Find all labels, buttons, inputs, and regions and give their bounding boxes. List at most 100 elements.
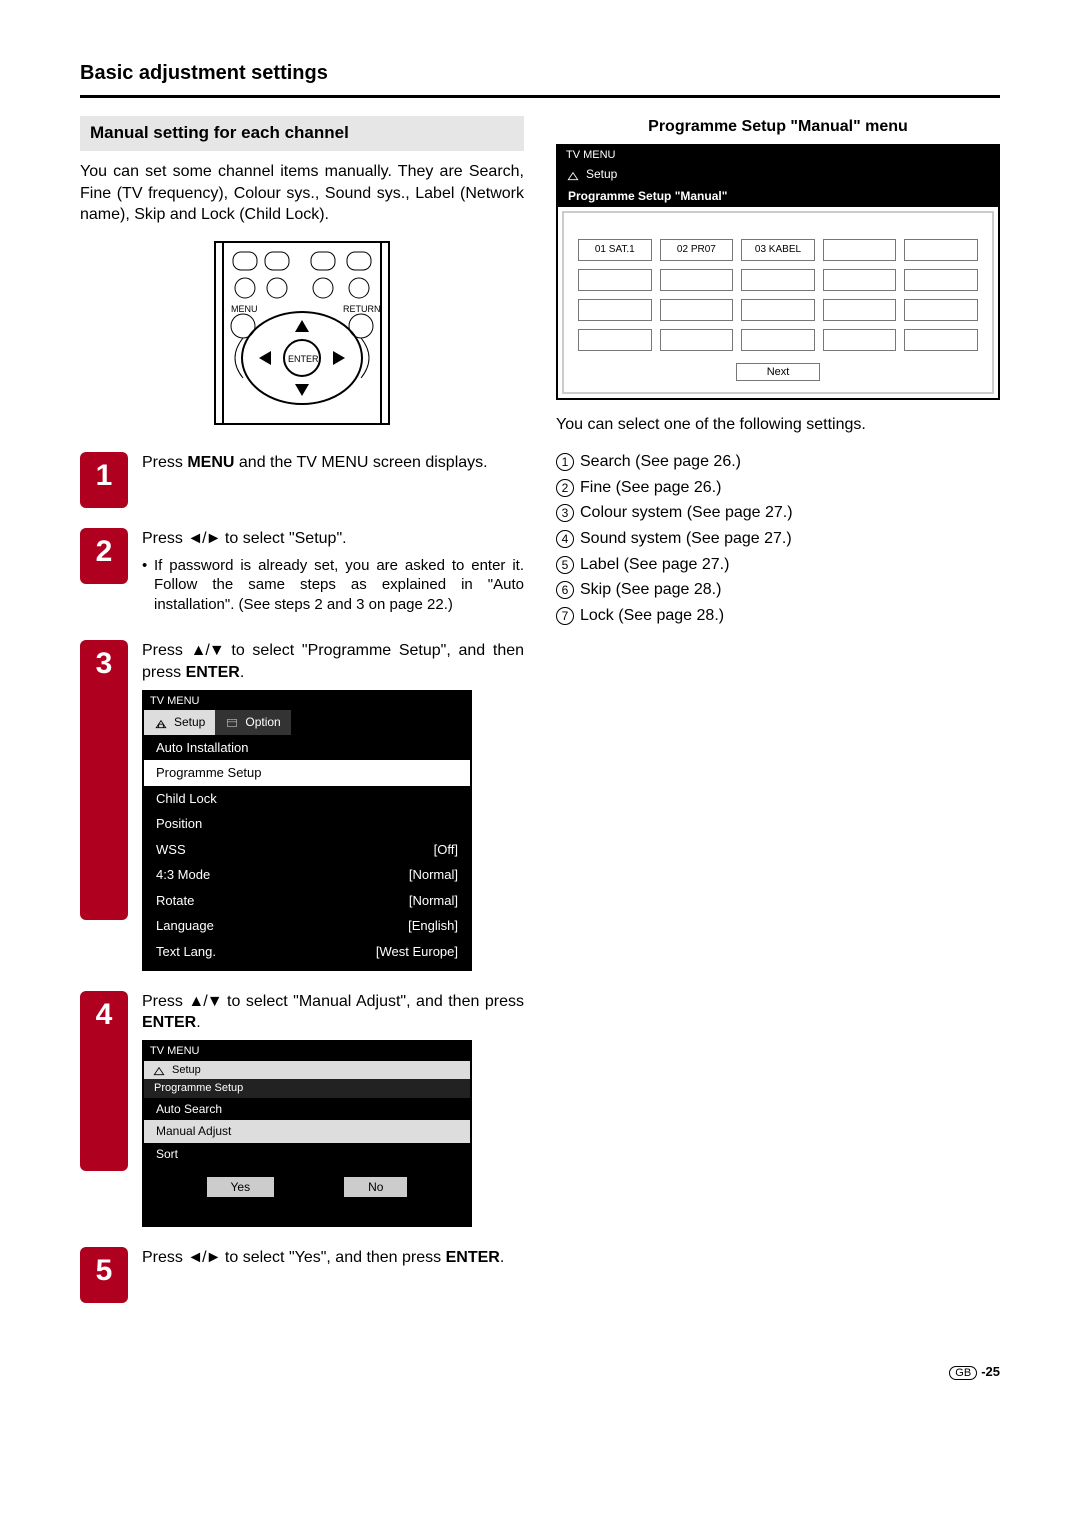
sub-heading: Manual setting for each channel <box>80 116 524 151</box>
channel-cell[interactable] <box>904 299 978 321</box>
yes-button[interactable]: Yes <box>207 1177 275 1197</box>
channel-cell[interactable] <box>578 299 652 321</box>
menu-row-value: [English] <box>408 917 458 935</box>
channel-cell[interactable]: 03 KABEL <box>741 239 815 261</box>
no-button[interactable]: No <box>344 1177 407 1197</box>
list-label: Search (See page 26.) <box>580 453 741 470</box>
menu-row[interactable]: WSS[Off] <box>144 837 470 863</box>
channel-cell[interactable] <box>660 269 734 291</box>
menu-row-value: [Off] <box>434 841 458 859</box>
menu-row-label: Rotate <box>156 892 194 910</box>
menu-row-label: Text Lang. <box>156 943 216 961</box>
menu-row[interactable]: 4:3 Mode[Normal] <box>144 862 470 888</box>
menu-row[interactable]: Auto Installation <box>144 735 470 761</box>
list-number: 2 <box>556 479 574 497</box>
step-5: 5 Press ◄/► to select "Yes", and then pr… <box>80 1247 524 1303</box>
channel-cell[interactable] <box>823 239 897 261</box>
menu-option[interactable]: Auto Search <box>144 1098 470 1120</box>
return-label: RETURN <box>343 304 381 314</box>
channel-cell[interactable] <box>741 269 815 291</box>
list-number: 4 <box>556 530 574 548</box>
tab-label: Option <box>245 714 280 730</box>
step-badge: 2 <box>80 528 128 584</box>
settings-item: 1 Search (See page 26.) <box>556 451 1000 473</box>
menu-row-label: Child Lock <box>156 790 217 808</box>
list-number: 3 <box>556 504 574 522</box>
step-badge: 4 <box>80 991 128 1171</box>
menu-row-value: [Normal] <box>409 892 458 910</box>
channel-cell[interactable] <box>578 329 652 351</box>
step-badge: 3 <box>80 640 128 920</box>
channel-cell[interactable] <box>741 299 815 321</box>
list-label: Label (See page 27.) <box>580 556 729 573</box>
page-footer: GB -25 <box>80 1363 1000 1381</box>
step-text: Press MENU and the TV MENU screen displa… <box>142 452 524 474</box>
list-number: 5 <box>556 556 574 574</box>
menu-header: TV MENU <box>144 1042 470 1061</box>
menu-row[interactable]: Child Lock <box>144 786 470 812</box>
channel-cell[interactable] <box>660 329 734 351</box>
menu-sub: Programme Setup "Manual" <box>558 185 998 207</box>
channel-cell[interactable] <box>904 239 978 261</box>
channel-cell[interactable] <box>823 329 897 351</box>
menu-header: TV MENU <box>558 146 998 165</box>
remote-illustration: MENU RETURN ENTER <box>80 238 524 435</box>
step-1: 1 Press MENU and the TV MENU screen disp… <box>80 452 524 508</box>
step-bullet: If password is already set, you are aske… <box>142 556 524 615</box>
channel-cell[interactable] <box>823 299 897 321</box>
tv-menu-setup: TV MENU Setup Option Auto InstallationPr… <box>142 690 472 971</box>
intro-text: You can set some channel items manually.… <box>80 161 524 226</box>
list-label: Skip (See page 28.) <box>580 581 721 598</box>
channel-cell[interactable]: 02 PR07 <box>660 239 734 261</box>
tv-menu-manual: TV MENU Setup Programme Setup "Manual" 0… <box>556 144 1000 400</box>
menu-row[interactable]: Text Lang. [West Europe] <box>144 939 470 965</box>
gb-badge: GB <box>949 1366 977 1380</box>
menu-row[interactable]: Language[English] <box>144 913 470 939</box>
right-heading: Programme Setup "Manual" menu <box>556 116 1000 138</box>
step-badge: 1 <box>80 452 128 508</box>
step-text: Press ◄/► to select "Setup". <box>142 528 524 550</box>
tab-label: Setup <box>586 166 617 182</box>
step-4: 4 Press ▲/▼ to select "Manual Adjust", a… <box>80 991 524 1227</box>
list-number: 1 <box>556 453 574 471</box>
menu-row[interactable]: Programme Setup <box>144 760 470 786</box>
next-button[interactable]: Next <box>736 363 821 381</box>
tab-option[interactable]: Option <box>215 710 290 734</box>
list-label: Fine (See page 26.) <box>580 479 721 496</box>
menu-row[interactable]: Position <box>144 811 470 837</box>
tv-menu-programme-setup: TV MENU Setup Programme Setup Auto Searc… <box>142 1040 472 1227</box>
list-number: 6 <box>556 581 574 599</box>
list-label: Sound system (See page 27.) <box>580 530 792 547</box>
settings-item: 5 Label (See page 27.) <box>556 554 1000 576</box>
menu-row-label: Programme Setup <box>156 764 262 782</box>
tab-setup[interactable]: Setup <box>144 710 215 734</box>
menu-row-label: Auto Installation <box>156 739 249 757</box>
menu-option[interactable]: Manual Adjust <box>144 1120 470 1142</box>
step-text: Press ◄/► to select "Yes", and then pres… <box>142 1247 524 1269</box>
page-number: -25 <box>981 1364 1000 1379</box>
menu-row[interactable]: Rotate [Normal] <box>144 888 470 914</box>
settings-list: 1 Search (See page 26.) 2 Fine (See page 26… <box>556 451 1000 626</box>
channel-cell[interactable] <box>904 269 978 291</box>
menu-sub: Programme Setup <box>144 1079 470 1098</box>
right-after: You can select one of the following sett… <box>556 414 1000 436</box>
channel-cell[interactable]: 01 SAT.1 <box>578 239 652 261</box>
menu-row-value: [West Europe] <box>376 943 458 961</box>
tab-label: Setup <box>172 1063 201 1078</box>
channel-cell[interactable] <box>904 329 978 351</box>
step-2: 2 Press ◄/► to select "Setup". If passwo… <box>80 528 524 620</box>
channel-cell[interactable] <box>823 269 897 291</box>
tab-label: Setup <box>174 714 205 730</box>
channel-cell[interactable] <box>578 269 652 291</box>
divider <box>80 95 1000 98</box>
enter-label: ENTER <box>288 354 319 364</box>
menu-option[interactable]: Sort <box>144 1143 470 1165</box>
channel-cell[interactable] <box>660 299 734 321</box>
step-badge: 5 <box>80 1247 128 1303</box>
list-number: 7 <box>556 607 574 625</box>
settings-item: 4 Sound system (See page 27.) <box>556 528 1000 550</box>
settings-item: 7 Lock (See page 28.) <box>556 605 1000 627</box>
channel-cell[interactable] <box>741 329 815 351</box>
list-label: Lock (See page 28.) <box>580 607 724 624</box>
step-text: Press ▲/▼ to select "Programme Setup", a… <box>142 640 524 683</box>
